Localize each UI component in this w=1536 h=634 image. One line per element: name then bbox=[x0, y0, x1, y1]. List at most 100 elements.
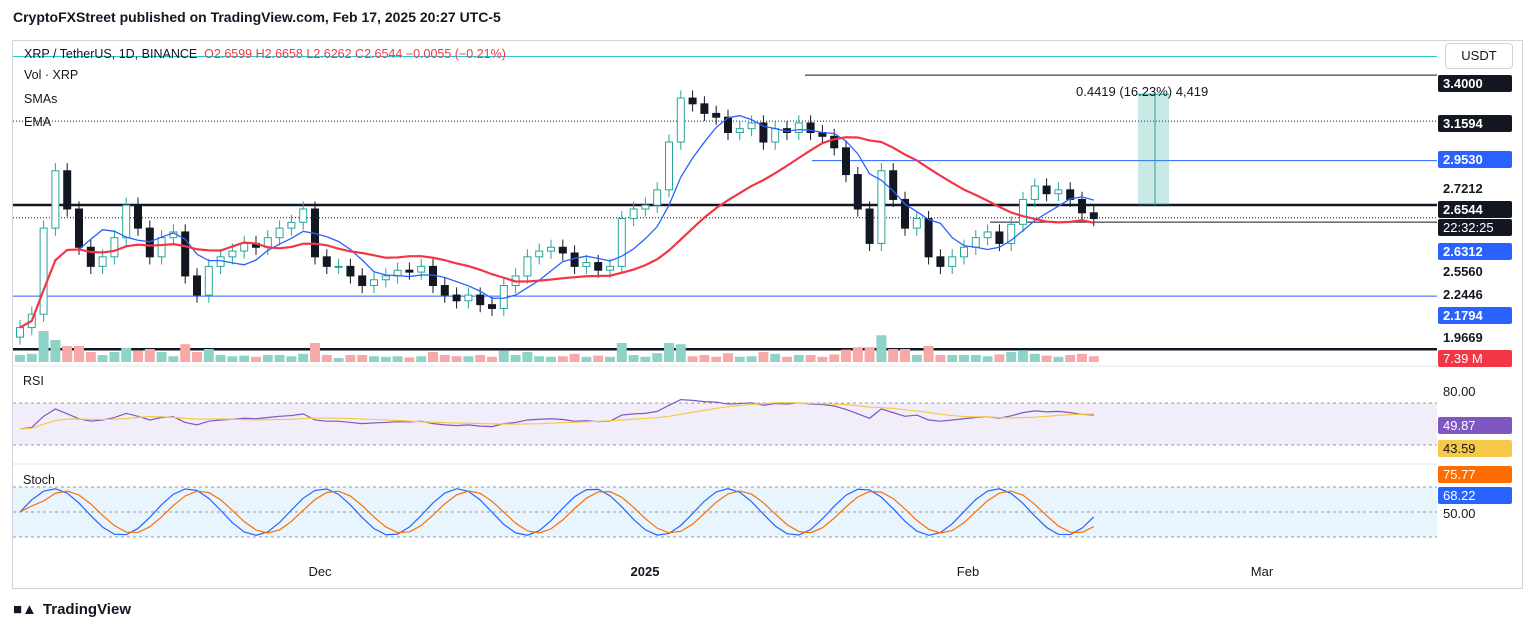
candle-body bbox=[334, 265, 343, 268]
ema-legend[interactable]: EMA bbox=[24, 115, 52, 129]
volume-bar bbox=[451, 356, 462, 362]
volume-bar bbox=[357, 355, 368, 362]
candle-body bbox=[830, 135, 839, 149]
x-tick-feb: Feb bbox=[956, 564, 980, 579]
volume-bar bbox=[121, 347, 132, 362]
volume-bar bbox=[475, 355, 486, 362]
volume-bar bbox=[50, 340, 61, 362]
high-value: H2.6658 bbox=[255, 47, 303, 61]
candle-body bbox=[1030, 185, 1039, 200]
candle-body bbox=[1042, 185, 1051, 195]
volume-bar bbox=[723, 353, 733, 362]
volume-bar bbox=[109, 352, 120, 362]
volume-bar bbox=[746, 356, 757, 362]
candle-body bbox=[122, 204, 131, 239]
candle-body bbox=[370, 279, 378, 287]
price-top-line bbox=[13, 56, 1437, 57]
candle-body bbox=[594, 262, 603, 271]
volume-bar bbox=[923, 346, 934, 362]
candle-body bbox=[417, 265, 426, 273]
candle-body bbox=[641, 204, 650, 210]
volume-bar bbox=[192, 352, 202, 362]
candle-body bbox=[771, 128, 780, 143]
volume-bar bbox=[640, 356, 651, 362]
volume-bar bbox=[310, 343, 320, 362]
measure-box bbox=[1138, 94, 1169, 206]
stoch-k-tag: 75.77 bbox=[1438, 466, 1512, 483]
candle-body bbox=[901, 198, 909, 229]
volume-bar bbox=[227, 356, 238, 362]
volume-bar bbox=[522, 352, 533, 362]
volume-bar bbox=[982, 356, 993, 362]
volume-bar bbox=[380, 356, 391, 362]
x-tick-mar: Mar bbox=[1250, 564, 1274, 579]
candle-body bbox=[346, 265, 355, 277]
volume-bar bbox=[959, 355, 969, 362]
chart-frame bbox=[12, 40, 1523, 589]
volume-bar bbox=[487, 356, 497, 362]
volume-bar bbox=[26, 353, 37, 362]
candle-body bbox=[865, 208, 874, 244]
rsi-ma-tag: 43.59 bbox=[1438, 440, 1512, 457]
candle-body bbox=[794, 122, 803, 133]
volume-bar bbox=[534, 356, 545, 362]
price-tag-2.5560: 2.5560 bbox=[1438, 263, 1512, 280]
rsi-line bbox=[19, 399, 1094, 430]
volume-bar bbox=[321, 355, 332, 362]
price-tag-2.1794: 2.1794 bbox=[1438, 307, 1512, 324]
candle-body bbox=[842, 147, 850, 176]
price-tag-2.9530: 2.9530 bbox=[1438, 151, 1512, 168]
stoch-level-tag: 50.00 bbox=[1438, 505, 1512, 522]
volume-legend[interactable]: Vol · XRP bbox=[24, 68, 79, 82]
volume-bar bbox=[15, 355, 25, 362]
candle-body bbox=[712, 112, 721, 118]
currency-button[interactable]: USDT bbox=[1445, 43, 1513, 69]
candle-body bbox=[39, 227, 48, 315]
candle-body bbox=[960, 246, 968, 258]
candle-body bbox=[535, 250, 544, 258]
candle-body bbox=[51, 170, 60, 229]
volume-bar bbox=[85, 352, 96, 362]
sma-legend[interactable]: SMAs bbox=[24, 92, 58, 106]
volume-bar bbox=[439, 355, 450, 362]
symbol-name: XRP / TetherUS, 1D, BINANCE bbox=[24, 47, 198, 61]
candle-body bbox=[806, 122, 815, 133]
volume-bar bbox=[345, 355, 356, 362]
countdown-tag: 22:32:25 bbox=[1438, 219, 1512, 236]
volume-bar bbox=[144, 349, 155, 362]
volume-bar bbox=[970, 355, 981, 362]
candle-body bbox=[1007, 223, 1016, 244]
candle-body bbox=[1019, 198, 1027, 225]
volume-bar bbox=[581, 356, 592, 362]
candle-body bbox=[63, 170, 72, 210]
volume-bar bbox=[274, 355, 285, 362]
tradingview-logo-icon: ■▲ bbox=[13, 601, 37, 618]
volume-bar bbox=[841, 349, 851, 362]
close-value: C2.6544 bbox=[355, 47, 403, 61]
volume-bar bbox=[463, 356, 474, 362]
volume-bar bbox=[97, 355, 108, 362]
volume-bar bbox=[888, 349, 899, 362]
price-tag-3.1594: 3.1594 bbox=[1438, 115, 1512, 132]
volume-bar bbox=[652, 353, 663, 362]
candle-body bbox=[287, 221, 296, 229]
change-value: −0.0055 (−0.21%) bbox=[405, 47, 506, 61]
volume-bar bbox=[156, 352, 167, 362]
volume-bar bbox=[262, 355, 273, 362]
candle-body bbox=[558, 246, 567, 254]
volume-bar bbox=[251, 356, 261, 362]
volume-bar bbox=[687, 356, 698, 362]
volume-bar bbox=[416, 356, 427, 362]
candle-body bbox=[889, 170, 898, 200]
price-tag-1.9669: 1.9669 bbox=[1438, 329, 1512, 346]
volume-bar bbox=[1006, 352, 1017, 362]
candle-body bbox=[971, 237, 980, 248]
volume-bar bbox=[369, 356, 379, 362]
sma-line bbox=[19, 114, 1094, 329]
candle-body bbox=[936, 256, 945, 267]
candle-body bbox=[853, 174, 862, 210]
volume-bar bbox=[510, 355, 521, 362]
volume-bar bbox=[180, 344, 191, 362]
candle-body bbox=[86, 246, 95, 267]
